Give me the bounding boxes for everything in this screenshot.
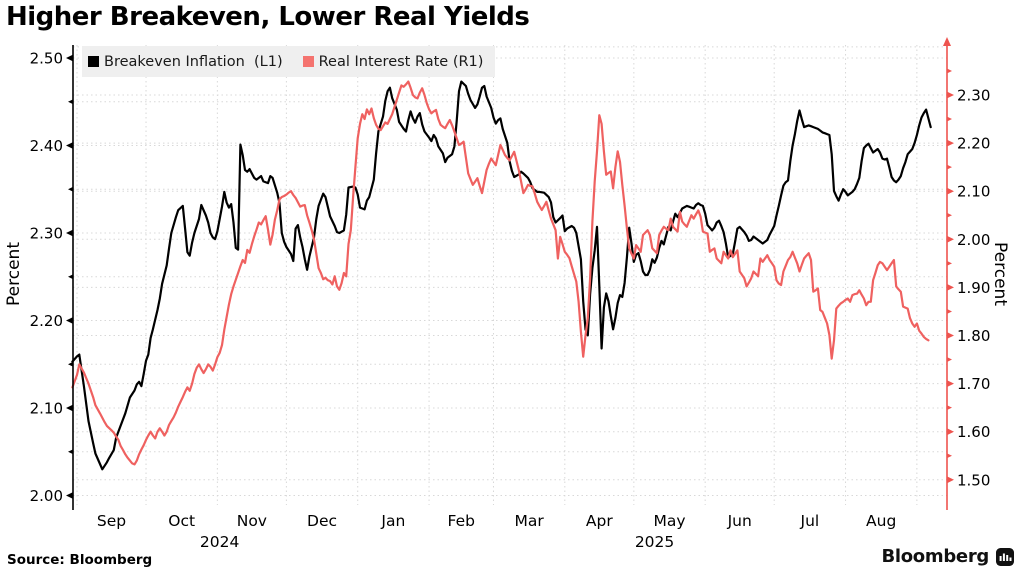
right-axis-major-tick [947, 284, 954, 291]
x-axis-month-label: Jun [727, 512, 752, 530]
legend-swatch [88, 56, 99, 67]
x-axis-month-label: Nov [237, 512, 267, 530]
source-label: Source: Bloomberg [7, 552, 153, 568]
right-axis-tick-label: 2.30 [957, 87, 990, 105]
right-axis-minor-tick [947, 453, 952, 459]
right-axis-minor-tick [947, 164, 952, 170]
right-axis-major-tick [947, 187, 954, 195]
x-axis-year-label: 2025 [635, 533, 674, 551]
legend-item-0: Breakeven Inflation (L1) [88, 54, 283, 70]
x-axis-month-label: May [653, 512, 685, 530]
bloomberg-logo-icon [996, 547, 1014, 566]
right-axis-major-tick [947, 476, 954, 484]
left-axis-major-tick [66, 317, 73, 324]
right-axis-minor-tick [947, 260, 952, 266]
x-axis-month-label: Mar [515, 512, 545, 530]
left-axis-tick-label: 2.20 [30, 312, 63, 330]
right-axis-tick-label: 1.80 [957, 327, 990, 345]
left-axis-tick-label: 2.10 [30, 400, 63, 418]
left-axis-major-tick [66, 54, 73, 62]
x-axis-month-label: Oct [168, 512, 195, 530]
x-axis-month-label: Jul [800, 512, 820, 530]
x-axis-month-label: Feb [448, 512, 475, 530]
chart-title: Higher Breakeven, Lower Real Yields [6, 2, 530, 32]
left-axis-title: Percent [4, 242, 24, 306]
right-axis-major-tick [947, 428, 954, 436]
right-axis-minor-tick [947, 212, 952, 218]
right-axis-tick-label: 1.50 [957, 471, 990, 489]
x-axis-month-label: Sep [97, 512, 126, 530]
right-axis-major-tick [947, 235, 954, 243]
right-axis-tick-label: 2.10 [957, 183, 990, 201]
left-axis-tick-label: 2.50 [30, 50, 63, 68]
right-axis-tick-label: 2.20 [957, 135, 990, 153]
right-axis-major-tick [947, 380, 954, 387]
legend-item-1: Real Interest Rate (R1) [302, 53, 484, 70]
left-axis-major-tick [66, 229, 73, 237]
right-axis-minor-tick [947, 357, 952, 362]
right-axis-title: Percent [990, 242, 1010, 306]
legend-label: Breakeven Inflation (L1) [104, 53, 283, 70]
left-axis-minor-tick [68, 274, 73, 280]
left-axis-minor-tick [68, 449, 73, 455]
left-axis-tick-label: 2.30 [30, 225, 63, 243]
legend-swatch [302, 56, 314, 67]
chart-legend: Breakeven Inflation (L1) Real Interest Ra… [82, 46, 496, 77]
x-axis-month-label: Apr [586, 512, 613, 530]
right-axis-top-arrow-icon [943, 37, 951, 46]
right-axis-tick-label: 1.90 [957, 279, 990, 297]
right-axis-tick-label: 1.60 [957, 423, 990, 441]
left-axis-tick-label: 2.00 [30, 487, 63, 505]
right-axis-major-tick [947, 91, 954, 99]
right-axis-minor-tick [947, 405, 952, 411]
x-axis-year-label: 2024 [200, 533, 239, 551]
left-axis-minor-tick [68, 99, 73, 105]
left-axis-minor-tick [68, 186, 73, 192]
x-axis-month-label: Jan [380, 512, 405, 530]
x-axis-month-label: Dec [307, 512, 337, 530]
right-axis-minor-tick [947, 68, 952, 74]
right-axis-major-tick [947, 332, 954, 339]
left-axis-major-tick [66, 492, 73, 499]
right-axis-tick-label: 1.70 [957, 375, 990, 393]
right-axis-major-tick [947, 139, 954, 147]
brand-block: Bloomberg [881, 546, 1014, 567]
right-axis-tick-label: 2.00 [957, 231, 990, 249]
left-axis-tick-label: 2.40 [30, 137, 63, 155]
bloomberg-wordmark: Bloomberg [881, 546, 989, 567]
left-axis-major-tick [66, 404, 73, 412]
x-axis-month-label: Aug [866, 512, 896, 530]
legend-label: Real Interest Rate (R1) [318, 53, 484, 70]
right-axis-minor-tick [947, 309, 952, 314]
left-axis-major-tick [66, 142, 73, 149]
series-line-breakeven-inflation [71, 80, 932, 471]
left-axis-minor-tick [68, 361, 73, 367]
series-line-real-interest-rate [71, 80, 930, 466]
right-axis-minor-tick [947, 116, 952, 122]
